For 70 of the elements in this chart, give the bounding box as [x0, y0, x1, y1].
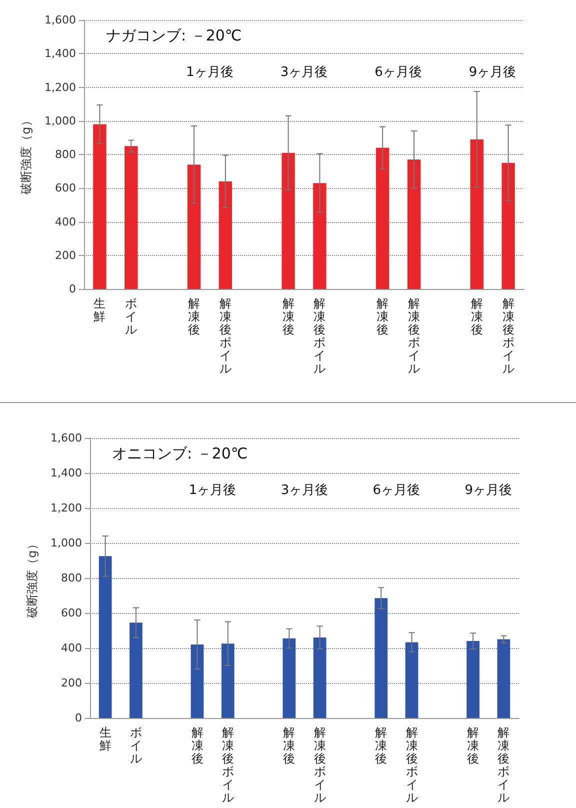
- x-tick-label: 解凍後ボイル: [406, 726, 418, 804]
- x-tick-label: 解凍後ボイル: [222, 726, 234, 804]
- y-tick-label: 600: [55, 182, 76, 195]
- x-tick-label: ボイル: [125, 296, 138, 336]
- bar: [187, 164, 201, 289]
- x-tick-label: 解凍後: [376, 296, 389, 336]
- bar: [221, 644, 234, 718]
- bar: [376, 148, 390, 289]
- y-axis-title: 破断強度（g）: [25, 538, 39, 619]
- bar: [93, 124, 106, 289]
- y-axis-title: 破断強度（g）: [19, 114, 33, 196]
- x-tick-label: 解凍後: [470, 296, 483, 336]
- x-tick-label: 解凍後ボイル: [314, 726, 326, 804]
- x-tick-label: 解凍後: [375, 726, 388, 766]
- text: ナガコンブ: －20℃: [106, 26, 242, 44]
- annotation: 1ヶ月後: [186, 65, 234, 80]
- bar: [124, 146, 138, 289]
- bar: [218, 181, 232, 289]
- y-tick-label: 400: [61, 642, 82, 654]
- bar: [466, 641, 480, 718]
- x-tick-label: 解凍後ボイル: [498, 726, 510, 804]
- y-tick-label: 1,200: [50, 502, 82, 514]
- annotation: 3ヶ月後: [280, 65, 328, 80]
- y-tick-label: 200: [61, 676, 82, 690]
- x-tick-label: 解凍後ボイル: [219, 296, 232, 376]
- y-tick-label: 800: [61, 572, 82, 584]
- x-tick-label: 解凍後: [188, 296, 200, 336]
- chart-title: オニコンブ: －20℃: [112, 444, 248, 462]
- bar: [405, 642, 418, 718]
- y-tick-label: 1,600: [50, 432, 82, 444]
- y-tick-label: 600: [61, 606, 82, 620]
- x-tick-label: 解凍後: [283, 726, 296, 766]
- x-tick-label: 解凍後ボイル: [314, 296, 326, 376]
- bar: [313, 183, 326, 289]
- y-tick-label: 0: [75, 712, 82, 724]
- annotation: 6ヶ月後: [374, 65, 422, 80]
- annotation: 1ヶ月後: [188, 483, 236, 498]
- x-tick-label: 生鮮: [99, 726, 112, 752]
- x-tick-label: 生鮮: [94, 296, 106, 324]
- bar: [190, 644, 204, 718]
- x-tick-label: 解凍後: [282, 296, 294, 336]
- y-tick-label: 1,400: [44, 47, 76, 60]
- y-tick-label: 0: [69, 282, 76, 296]
- y-tick-label: 400: [55, 215, 76, 228]
- y-tick-label: 1,000: [50, 536, 82, 550]
- bar: [497, 639, 510, 718]
- bar: [313, 638, 326, 718]
- bar: [470, 139, 484, 289]
- y-tick-label: 1,000: [44, 114, 76, 128]
- bar: [282, 638, 296, 718]
- x-tick-label: 解凍後: [467, 726, 480, 766]
- x-tick-label: 解凍後: [191, 726, 204, 766]
- y-tick-label: 800: [55, 148, 76, 161]
- bar: [130, 622, 142, 718]
- bar: [98, 556, 112, 718]
- x-tick-label: 解凍後ボイル: [502, 296, 514, 376]
- bar: [502, 162, 515, 289]
- annotation: 9ヶ月後: [464, 483, 512, 498]
- bar: [282, 152, 295, 289]
- bar: [374, 598, 388, 718]
- bar: [407, 160, 421, 289]
- y-tick-label: 1,200: [44, 80, 76, 94]
- annotation: 3ヶ月後: [280, 483, 328, 498]
- annotation: 9ヶ月後: [468, 65, 516, 80]
- x-tick-label: ボイル: [130, 726, 142, 766]
- y-tick-label: 1,600: [44, 14, 76, 26]
- annotation: 6ヶ月後: [372, 483, 420, 498]
- x-tick-label: 解凍後ボイル: [408, 296, 420, 376]
- y-tick-label: 1,400: [50, 466, 82, 480]
- y-tick-label: 200: [55, 248, 76, 262]
